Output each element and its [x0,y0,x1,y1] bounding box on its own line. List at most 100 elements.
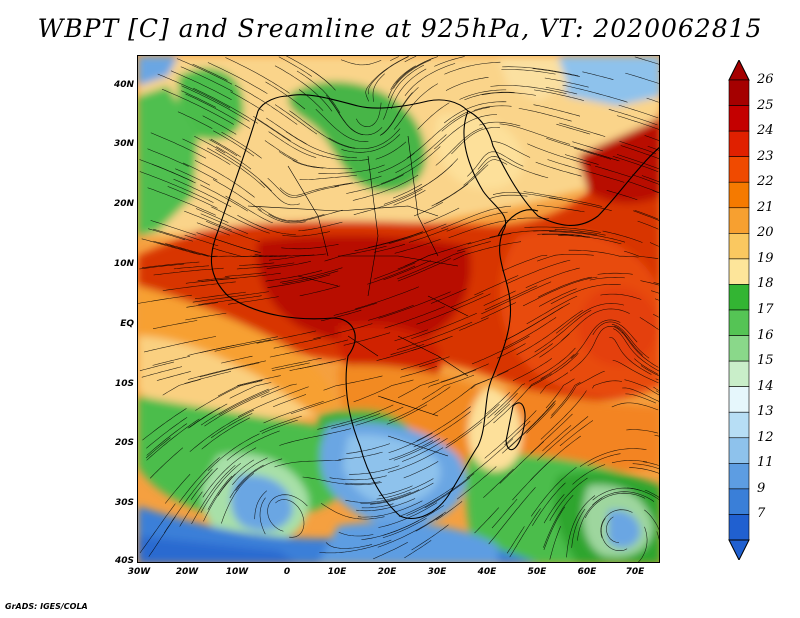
streamline [436,501,463,521]
streamline [474,507,499,534]
streamline [265,270,323,282]
streamline [215,149,272,192]
streamline [328,98,364,136]
colorbar-swatch [728,233,750,260]
streamline [218,385,280,416]
streamline [479,121,521,127]
streamline [235,458,283,491]
streamline [589,277,625,281]
streamline [198,295,262,306]
streamline [450,292,484,308]
streamline [480,302,517,320]
streamline [503,317,557,349]
streamline [592,321,638,343]
streamline [383,260,431,281]
streamline [537,254,594,262]
streamline [387,447,444,473]
streamline [523,191,603,207]
streamline [481,92,536,96]
streamline [372,73,385,102]
streamline [540,354,575,379]
streamline [644,489,659,498]
streamline [175,168,211,186]
streamline [571,319,621,359]
streamline [624,379,659,396]
streamline [490,85,567,94]
colorbar-tick-label: 13 [757,404,774,420]
streamline [273,337,321,349]
streamline [622,387,659,402]
streamline [562,84,628,103]
streamline [524,226,601,233]
streamline [564,154,599,165]
streamline [504,306,564,341]
streamline [153,228,193,242]
streamline [504,420,531,446]
streamline [535,161,582,177]
streamline [356,498,416,512]
streamline [640,280,659,286]
streamline [141,366,183,378]
streamline [162,379,201,396]
streamline [463,159,508,186]
streamline [269,339,349,358]
streamline [652,190,659,194]
streamline [181,85,250,122]
streamline [625,393,657,404]
streamline [430,288,467,304]
streamline [143,336,217,353]
streamline [153,267,224,276]
streamline [191,465,236,525]
streamline [493,373,552,424]
streamline [559,122,606,137]
streamline [397,258,451,282]
streamline [355,286,420,310]
streamline [647,146,659,151]
streamline [634,56,659,65]
streamline [200,388,269,426]
streamline [393,59,432,89]
colorbar-swatch [728,207,750,234]
colorbar-swatch [728,488,750,515]
colorbar-swatch [728,309,750,336]
streamline [404,540,432,559]
streamline [343,332,391,346]
streamline [180,66,233,92]
streamline [260,383,297,398]
streamline [440,363,489,383]
streamline [298,89,324,111]
streamline [423,207,460,225]
streamline [445,77,489,91]
streamline [404,56,417,63]
streamline [390,56,399,61]
streamline [653,282,659,285]
streamline [654,434,659,437]
lat-label: 20S [114,438,134,448]
streamline [357,500,423,518]
streamline [315,109,369,142]
streamline [210,413,253,439]
streamline [417,102,450,130]
streamline [194,291,246,300]
streamline [255,224,296,235]
streamline [257,119,325,157]
streamline [361,520,419,540]
streamline [416,406,471,442]
streamline [550,370,605,419]
streamline [606,516,620,543]
streamline [387,56,439,99]
streamline [187,407,221,429]
streamline [395,134,447,174]
streamline [432,378,490,415]
streamline [386,404,428,425]
streamline [268,209,343,222]
streamline [299,285,341,297]
streamline [544,77,589,88]
streamline [597,272,633,275]
colorbar-bottom-arrow [728,539,750,562]
streamline [214,339,272,352]
streamline [381,87,419,136]
streamline [602,230,643,243]
streamline [373,262,416,280]
streamline [149,447,184,479]
